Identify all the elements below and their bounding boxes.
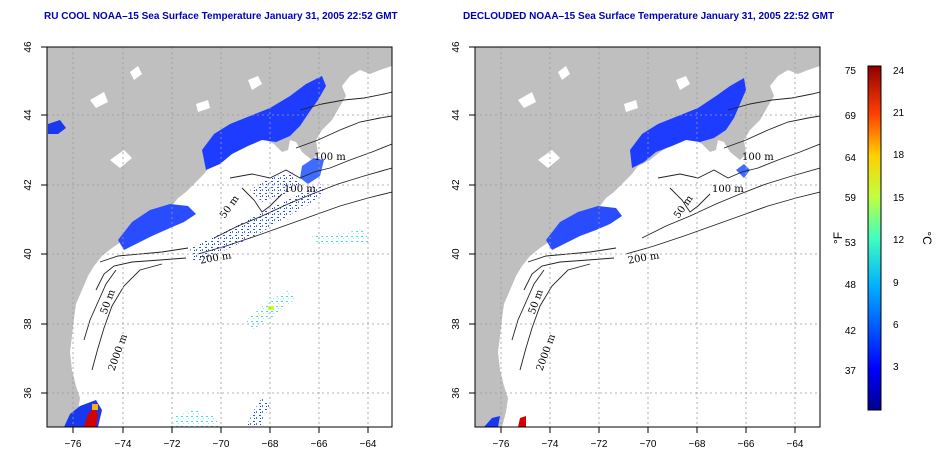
left-map-frame bbox=[46, 46, 393, 428]
right-lake-5 bbox=[624, 100, 638, 112]
left-lon-labels: −76 −74 −72 −70 −68 −66 −64 bbox=[65, 439, 377, 450]
left-warm-spot bbox=[268, 306, 274, 310]
contour-label-100m-lower: 100 m bbox=[284, 184, 316, 195]
left-gulf-stream bbox=[84, 408, 98, 427]
cb-f-75: 75 bbox=[845, 66, 857, 77]
right-lon-label-70: −70 bbox=[640, 439, 657, 450]
right-lon-label-72: −72 bbox=[591, 439, 608, 450]
right-lon-label-64: −64 bbox=[787, 439, 804, 450]
left-map: 100 m 100 m 50 m 200 m 50 m 2000 m bbox=[23, 41, 393, 450]
left-lake-4 bbox=[248, 76, 262, 90]
left-lon-label-64: −64 bbox=[360, 439, 377, 450]
left-lake-3 bbox=[130, 66, 142, 80]
left-lon-label-74: −74 bbox=[115, 439, 132, 450]
cb-c-15: 15 bbox=[893, 193, 905, 204]
left-land bbox=[47, 47, 392, 427]
right-hatteras-water bbox=[484, 416, 500, 427]
left-graticule bbox=[47, 47, 392, 427]
cb-c-3: 3 bbox=[893, 362, 899, 373]
right-gulf-stream bbox=[518, 416, 526, 427]
left-south-patch bbox=[170, 410, 220, 427]
right-lake-1 bbox=[538, 150, 560, 168]
left-contours bbox=[83, 91, 392, 371]
contour-label-100m-upper: 100 m bbox=[314, 152, 346, 163]
right-lat-label-36: 36 bbox=[451, 387, 462, 399]
right-lake-3 bbox=[558, 66, 570, 80]
right-lat-label-46: 46 bbox=[451, 41, 462, 53]
right-long-island-water bbox=[546, 206, 622, 250]
cb-c-18: 18 bbox=[893, 150, 905, 161]
cb-f-53: 53 bbox=[845, 238, 857, 249]
left-lat-label-40: 40 bbox=[23, 248, 34, 260]
left-gulf-of-maine-water bbox=[202, 76, 326, 170]
colorbar-unit-celsius: °C bbox=[920, 231, 934, 245]
colorbar-unit-fahrenheit: °F bbox=[831, 232, 845, 244]
left-lon-label-72: −72 bbox=[164, 439, 181, 450]
left-offshore-cyan bbox=[312, 230, 370, 246]
left-lon-label-76: −76 bbox=[65, 439, 82, 450]
left-lake-1 bbox=[110, 150, 132, 168]
cb-c-9: 9 bbox=[893, 278, 899, 289]
right-lake-2 bbox=[518, 92, 536, 108]
left-ticks bbox=[41, 46, 369, 433]
left-south-streamer bbox=[246, 398, 270, 427]
cb-f-59: 59 bbox=[845, 193, 857, 204]
right-lat-label-38: 38 bbox=[451, 318, 462, 330]
right-land bbox=[475, 47, 820, 427]
cb-c-12: 12 bbox=[893, 235, 905, 246]
left-lat-label-36: 36 bbox=[23, 387, 34, 399]
right-graticule bbox=[475, 47, 820, 427]
cb-c-24: 24 bbox=[893, 66, 905, 77]
right-map: 100 m 100 m 50 m 200 m 50 m 2000 m bbox=[451, 41, 821, 450]
left-long-island-water bbox=[118, 204, 196, 250]
right-lat-labels: 46 44 42 40 38 36 bbox=[451, 41, 462, 399]
cb-c-21: 21 bbox=[893, 108, 905, 119]
right-lon-label-76: −76 bbox=[493, 439, 510, 450]
right-lat-label-42: 42 bbox=[451, 179, 462, 191]
left-map-title: RU COOL NOAA–15 Sea Surface Temperature … bbox=[44, 11, 398, 22]
colorbar: 75 69 64 59 53 48 42 37 24 21 18 15 12 9… bbox=[831, 65, 934, 411]
left-gulf-stream-edge bbox=[92, 404, 98, 410]
left-lake-2 bbox=[90, 92, 108, 108]
cb-f-48: 48 bbox=[845, 280, 857, 291]
left-lon-label-70: −70 bbox=[213, 439, 230, 450]
right-contour-label-100m-lower: 100 m bbox=[712, 184, 744, 195]
cb-f-42: 42 bbox=[845, 326, 857, 337]
right-contour-label-100m-upper: 100 m bbox=[742, 152, 774, 163]
left-lat-labels: 46 44 42 40 38 36 bbox=[23, 41, 34, 399]
right-lon-label-74: −74 bbox=[542, 439, 559, 450]
colorbar-fahrenheit-labels: 75 69 64 59 53 48 42 37 bbox=[845, 66, 857, 377]
left-scatter-cloud-1 bbox=[250, 172, 300, 202]
right-ticks bbox=[469, 46, 796, 433]
cb-f-37: 37 bbox=[845, 366, 857, 377]
left-shelf-water bbox=[190, 184, 326, 262]
right-lon-label-68: −68 bbox=[689, 439, 706, 450]
right-contours bbox=[511, 91, 820, 371]
right-lat-label-40: 40 bbox=[451, 248, 462, 260]
right-map-title: DECLOUDED NOAA–15 Sea Surface Temperatur… bbox=[463, 11, 835, 22]
left-lon-label-68: −68 bbox=[262, 439, 279, 450]
cb-f-69: 69 bbox=[845, 111, 857, 122]
right-lake-4 bbox=[676, 76, 690, 90]
right-nova-scotia-water bbox=[736, 164, 750, 178]
left-lat-label-42: 42 bbox=[23, 179, 34, 191]
left-nova-scotia-water bbox=[300, 158, 324, 184]
left-lon-label-66: −66 bbox=[311, 439, 328, 450]
right-lon-label-66: −66 bbox=[738, 439, 755, 450]
left-lat-label-38: 38 bbox=[23, 318, 34, 330]
right-lat-label-44: 44 bbox=[451, 109, 462, 121]
colorbar-scale bbox=[867, 65, 882, 411]
cb-f-64: 64 bbox=[845, 153, 857, 164]
colorbar-celsius-labels: 24 21 18 15 12 9 6 3 bbox=[893, 66, 905, 373]
left-lat-label-44: 44 bbox=[23, 109, 34, 121]
left-lat-label-46: 46 bbox=[23, 41, 34, 53]
left-bay-water bbox=[48, 120, 66, 134]
left-lake-5 bbox=[196, 100, 210, 112]
cb-c-6: 6 bbox=[893, 320, 899, 331]
right-gulf-of-maine-water bbox=[630, 78, 746, 168]
right-lon-labels: −76 −74 −72 −70 −68 −66 −64 bbox=[493, 439, 804, 450]
